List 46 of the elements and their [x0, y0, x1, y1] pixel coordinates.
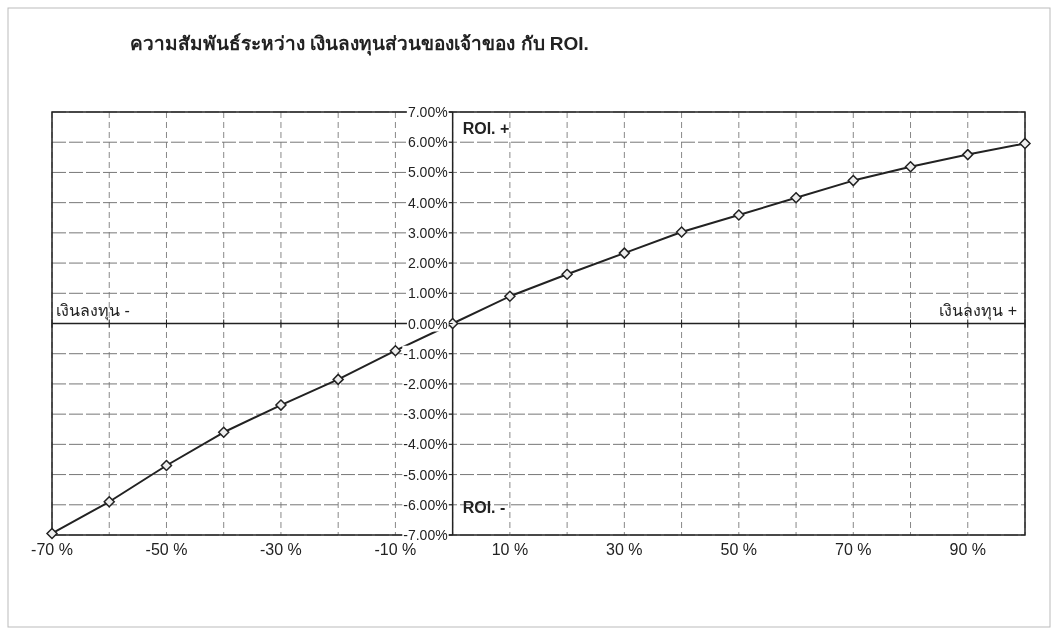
point — [46, 527, 58, 540]
x-tick-label: -50 % — [145, 541, 188, 558]
y-tick-label: 2.00% — [407, 255, 448, 272]
chart-title: ความสัมพันธ์ระหว่าง เงินลงทุนส่วนของเจ้าของ กับ ROI. — [130, 33, 589, 56]
x-tick-label: 50 % — [720, 541, 758, 558]
point — [217, 426, 230, 439]
y-tick-label: -6.00% — [403, 496, 448, 513]
x-tick-label: 30 % — [606, 541, 643, 558]
point — [275, 399, 287, 411]
annotation: เงินลงทุน + — [939, 301, 1017, 321]
x-tick-label: 90 % — [949, 541, 986, 558]
x-tick-label: -10 % — [374, 541, 417, 558]
y-tick-label: 0.00% — [407, 315, 448, 332]
y-tick-label: 6.00% — [407, 134, 448, 151]
x-tick-label: 10 % — [491, 541, 529, 558]
y-tick-label: -2.00% — [403, 375, 448, 392]
x-tick-label: -30 % — [260, 541, 302, 558]
point — [1019, 137, 1031, 150]
point — [618, 247, 631, 259]
y-tick-label: 3.00% — [407, 224, 448, 241]
y-tick-label: -3.00% — [403, 406, 448, 423]
annotation: เงินลงทุน - — [56, 301, 130, 321]
point — [675, 226, 688, 238]
y-tick-label: 7.00% — [407, 104, 448, 120]
y-tick-label: -4.00% — [403, 436, 448, 453]
point — [962, 148, 974, 161]
point — [904, 160, 917, 173]
y-tick-label: 5.00% — [407, 164, 448, 181]
point — [160, 459, 173, 472]
x-tick-label: 70 % — [835, 541, 872, 558]
annotation: ROI. - — [462, 499, 506, 516]
x-tick-label: -70 % — [31, 541, 73, 558]
y-tick-label: -1.00% — [403, 345, 448, 362]
point — [733, 209, 745, 221]
point — [790, 192, 802, 204]
point — [847, 174, 860, 187]
y-tick-label: -5.00% — [403, 466, 448, 483]
point — [103, 496, 115, 508]
point — [561, 268, 573, 280]
annotation: ROI. + — [462, 120, 510, 137]
point — [504, 290, 516, 303]
point — [332, 373, 344, 386]
y-tick-label: -7.00% — [403, 527, 448, 543]
point — [389, 344, 402, 357]
y-tick-label: 4.00% — [407, 194, 448, 211]
y-tick-label: 1.00% — [407, 285, 448, 302]
